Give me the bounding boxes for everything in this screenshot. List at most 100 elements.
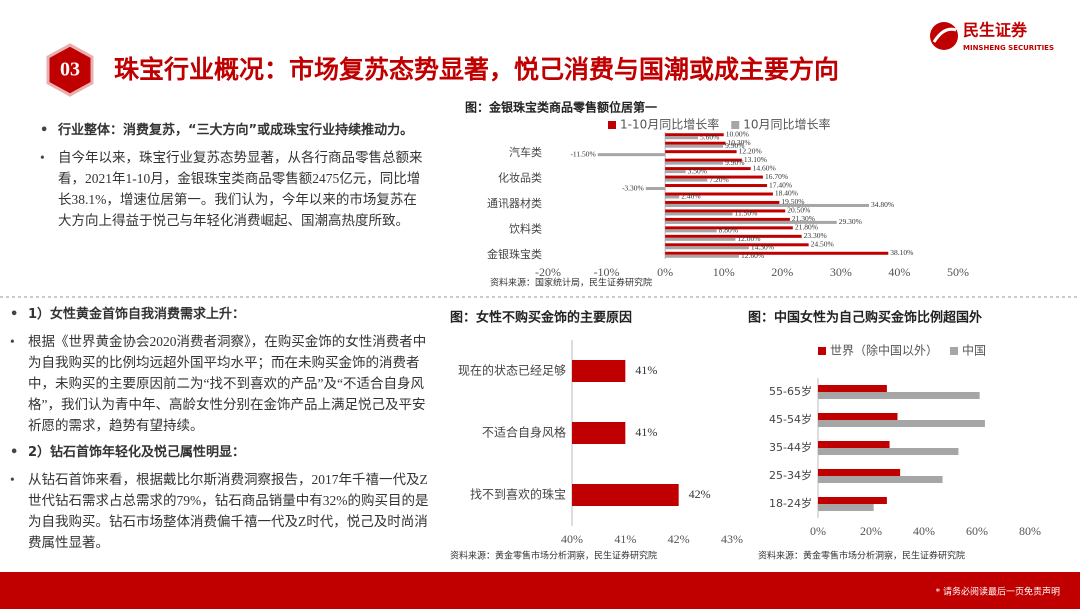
x-tick-label: 42%	[668, 532, 690, 546]
bar	[665, 150, 737, 154]
bar	[665, 229, 717, 233]
legend-swatch	[608, 121, 616, 129]
bar	[665, 195, 680, 199]
bullet: 从钻石首饰来看，根据戴比尔斯消费洞察报告，2017年千禧一代及Z世代钻石需求占总…	[8, 469, 438, 553]
bar	[665, 141, 726, 145]
value-label: 9.90%	[725, 158, 744, 167]
bar	[665, 226, 793, 230]
bar	[665, 192, 773, 196]
chart-source: 资料来源：国家统计局，民生证券研究院	[490, 277, 652, 289]
x-tick-label: 43%	[721, 532, 743, 546]
bar	[818, 469, 901, 476]
legend-swatch	[731, 121, 740, 129]
bar	[665, 203, 869, 207]
value-label: 10.00%	[726, 129, 749, 138]
legend-swatch	[818, 347, 826, 355]
footer-note: * 请务必阅读最后一页免责声明	[936, 586, 1060, 598]
legend-swatch	[950, 347, 959, 355]
bar	[665, 212, 733, 216]
value-label: 17.40%	[769, 180, 792, 189]
value-label: 19.50%	[781, 197, 804, 206]
x-tick-label: 40%	[561, 532, 583, 546]
value-label: 18.40%	[775, 189, 798, 198]
badge-hexagon	[46, 43, 94, 97]
category-label: 35-44岁	[769, 440, 812, 454]
value-label: 34.80%	[871, 200, 894, 209]
bar	[665, 243, 809, 247]
value-label: 8.80%	[719, 226, 738, 235]
chart-title: 图：中国女性为自己购买金饰比例超国外	[748, 310, 982, 326]
bar	[572, 422, 626, 444]
category-label: 现在的状态已经足够	[458, 363, 566, 378]
bar	[665, 170, 686, 174]
x-tick-label: -20%	[535, 265, 561, 279]
bar	[818, 413, 898, 420]
legend-label: 中国	[962, 343, 986, 358]
value-label: 11.50%	[735, 209, 758, 218]
category-label: 25-34岁	[769, 468, 812, 482]
bar	[665, 133, 724, 137]
value-label: 5.60%	[700, 132, 719, 141]
x-tick-label: 0%	[657, 265, 673, 279]
chart-source: 资料来源：黄金零售市场分析洞察，民生证券研究院	[758, 550, 965, 562]
bullet: 行业整体：消费复苏，“三大方向”或成珠宝行业持续推动力。	[38, 120, 428, 141]
bar	[665, 161, 724, 165]
bar	[818, 441, 890, 448]
bar	[818, 504, 874, 511]
x-tick-label: 10%	[713, 265, 735, 279]
bar	[665, 144, 724, 148]
bar	[572, 360, 626, 382]
x-tick-label: 80%	[1019, 524, 1041, 538]
category-label: 化妆品类	[498, 171, 542, 185]
chart-title: 图：金银珠宝类商品零售额位居第一	[465, 100, 657, 115]
x-tick-label: 40%	[888, 265, 910, 279]
category-label: 汽车类	[509, 145, 542, 159]
logo-en: MINSHENG SECURITIES	[963, 44, 1054, 52]
value-label: 29.30%	[839, 217, 862, 226]
x-tick-label: 40%	[913, 524, 935, 538]
intro: 行业整体：消费复苏，“三大方向”或成珠宝行业持续推动力。 自今年以来，珠宝行业复…	[38, 120, 428, 237]
logo-swoosh	[932, 27, 957, 43]
category-label: 饮料类	[509, 221, 542, 235]
bar	[665, 217, 790, 221]
bar	[597, 153, 666, 157]
bar	[665, 254, 739, 258]
bar	[665, 175, 763, 179]
value-label: 10.30%	[727, 138, 750, 147]
legend-label: 1-10月同比增长率	[620, 117, 719, 132]
legend-label: 世界（除中国以外）	[830, 343, 938, 358]
x-tick-label: 20%	[771, 265, 793, 279]
logo-icon	[930, 22, 958, 50]
bar	[665, 220, 837, 224]
bar	[665, 167, 751, 171]
value-label: 14.60%	[753, 163, 776, 172]
value-label: 9.90%	[725, 141, 744, 150]
legend-label: 10月同比增长率	[743, 117, 830, 132]
value-label: 41%	[635, 363, 657, 377]
slide-title: 珠宝行业概况：市场复苏态势显著，悦己消费与国潮或成主要方向	[114, 55, 839, 84]
value-label: 13.10%	[744, 155, 767, 164]
bar	[665, 158, 742, 162]
bar	[665, 251, 889, 255]
bullet: 根据《世界黄金协会2020消费者洞察》，在购买金饰的女性消费者中为自我购买的比例…	[8, 331, 438, 436]
x-tick-label: 30%	[830, 265, 852, 279]
category-label: 通讯器材类	[487, 196, 542, 210]
category-label: 45-54岁	[769, 412, 812, 426]
sections: 1）女性黄金首饰自我消费需求上升： 根据《世界黄金协会2020消费者洞察》，在购…	[8, 304, 438, 559]
bar	[818, 420, 985, 427]
value-label: 12.20%	[739, 146, 762, 155]
value-label: 12.60%	[741, 251, 764, 260]
bar	[818, 448, 959, 455]
bar	[665, 234, 802, 238]
bar	[665, 178, 708, 182]
x-tick-label: 60%	[966, 524, 988, 538]
bar	[665, 209, 786, 213]
value-label: 38.10%	[890, 248, 913, 257]
category-label: 找不到喜欢的珠宝	[470, 487, 566, 502]
value-label: 7.20%	[709, 175, 728, 184]
value-label: 41%	[635, 425, 657, 439]
badge: 03	[60, 59, 80, 81]
value-label: 21.30%	[792, 214, 815, 223]
bar	[665, 184, 768, 188]
value-label: 23.30%	[804, 231, 827, 240]
